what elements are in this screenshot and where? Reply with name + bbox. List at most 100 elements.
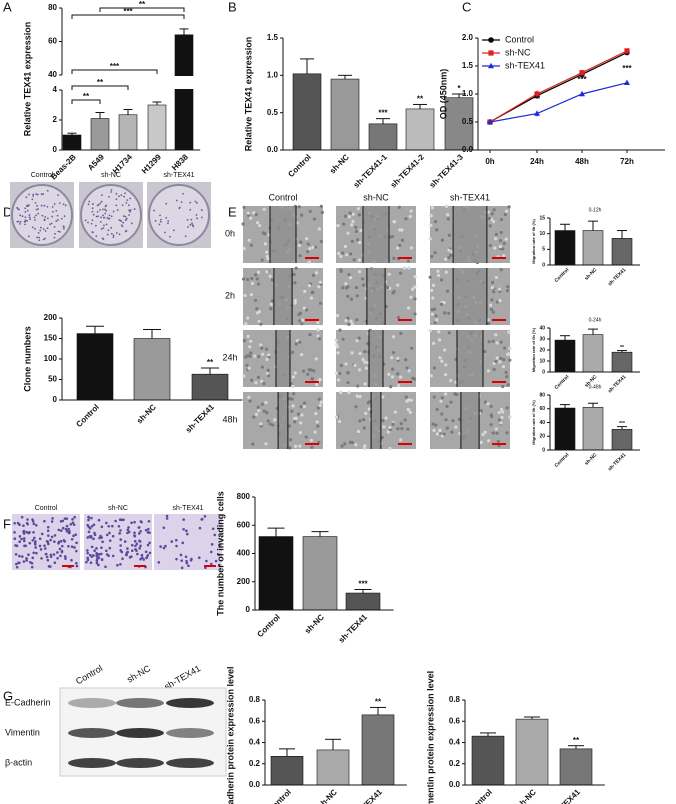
- panel-letter: F: [3, 516, 11, 531]
- cell: [338, 419, 342, 424]
- cell: [439, 302, 444, 306]
- scale-bar: [305, 443, 319, 445]
- cell: [266, 368, 270, 372]
- y-axis-label: Migration rate of 0h (%): [531, 327, 536, 372]
- colony: [189, 223, 192, 226]
- y-axis-label: Migration rate of 0h (%): [531, 400, 536, 445]
- cell: [267, 374, 271, 378]
- legend-label: sh-TEX41: [505, 60, 545, 70]
- cell: [356, 384, 360, 388]
- y-tick-label: 200: [44, 313, 58, 322]
- image-label: Control: [35, 505, 58, 512]
- bracket: [71, 99, 101, 104]
- cell: [244, 322, 248, 326]
- colony: [108, 195, 110, 198]
- cell: [260, 258, 264, 262]
- x-tick-label: Beas-2B: [49, 152, 78, 181]
- cell: [487, 216, 492, 221]
- cell: [20, 515, 24, 519]
- cell: [175, 557, 178, 561]
- cell: [306, 372, 310, 376]
- cell: [489, 423, 493, 427]
- bar: [330, 78, 360, 151]
- cell: [436, 269, 440, 273]
- cell: [346, 285, 350, 289]
- cell: [95, 547, 98, 550]
- cell: [454, 425, 458, 429]
- cell: [409, 246, 414, 250]
- point: [488, 62, 494, 69]
- colony: [38, 236, 40, 239]
- y-tick-label: 400: [237, 549, 251, 558]
- cell: [270, 299, 275, 303]
- colony: [129, 209, 132, 212]
- y-tick-label: 1.0: [462, 89, 474, 98]
- cell: [140, 553, 144, 557]
- cell: [46, 558, 50, 562]
- colony: [190, 218, 193, 221]
- cell: [197, 556, 201, 560]
- y-tick-label: 1.5: [267, 33, 279, 42]
- cell: [56, 551, 59, 554]
- cell: [256, 405, 260, 409]
- transwell-photo: [154, 514, 222, 570]
- cell: [249, 351, 253, 355]
- cell: [134, 544, 137, 548]
- cell: [266, 419, 270, 423]
- cell: [263, 232, 267, 236]
- cell: [498, 245, 503, 249]
- cell: [20, 537, 23, 541]
- colony: [165, 202, 168, 205]
- colony: [91, 207, 94, 210]
- colony: [165, 216, 168, 219]
- colony: [102, 216, 105, 219]
- colony: [51, 205, 54, 208]
- wound-gap: [270, 206, 296, 263]
- cell: [269, 307, 273, 311]
- cell: [22, 524, 25, 528]
- cell: [291, 375, 296, 379]
- cell: [248, 399, 252, 403]
- cell: [301, 318, 305, 322]
- cell: [434, 423, 438, 427]
- cell: [312, 369, 316, 373]
- cell: [444, 418, 448, 422]
- cell: [165, 514, 169, 518]
- cell: [49, 553, 53, 557]
- cell: [27, 553, 30, 557]
- cell: [318, 280, 323, 284]
- cell: [349, 252, 353, 256]
- cell: [264, 347, 269, 351]
- cell: [57, 540, 61, 544]
- significance: ***: [619, 421, 625, 427]
- image-label: Vimentin: [5, 727, 40, 737]
- colony: [87, 221, 89, 224]
- cell: [343, 442, 347, 446]
- cell: [506, 285, 510, 289]
- cell: [64, 557, 67, 560]
- cell: [95, 561, 99, 565]
- colony: [42, 193, 45, 195]
- cell: [63, 555, 67, 558]
- cell: [507, 352, 511, 356]
- cell: [413, 285, 417, 289]
- colony: [53, 226, 56, 228]
- cell: [22, 560, 26, 563]
- colony: [24, 207, 27, 210]
- colony: [186, 218, 189, 221]
- cell: [314, 412, 318, 416]
- colony: [51, 210, 54, 213]
- colony: [115, 198, 118, 201]
- colony: [36, 193, 39, 196]
- cell: [362, 446, 367, 450]
- cell: [315, 420, 319, 424]
- cell: [86, 549, 89, 552]
- cell: [13, 521, 16, 525]
- colony: [27, 235, 30, 238]
- panel-letter: B: [228, 0, 237, 14]
- cell: [290, 350, 295, 354]
- cell: [26, 522, 29, 526]
- cell: [390, 356, 394, 360]
- significance: **: [417, 95, 424, 104]
